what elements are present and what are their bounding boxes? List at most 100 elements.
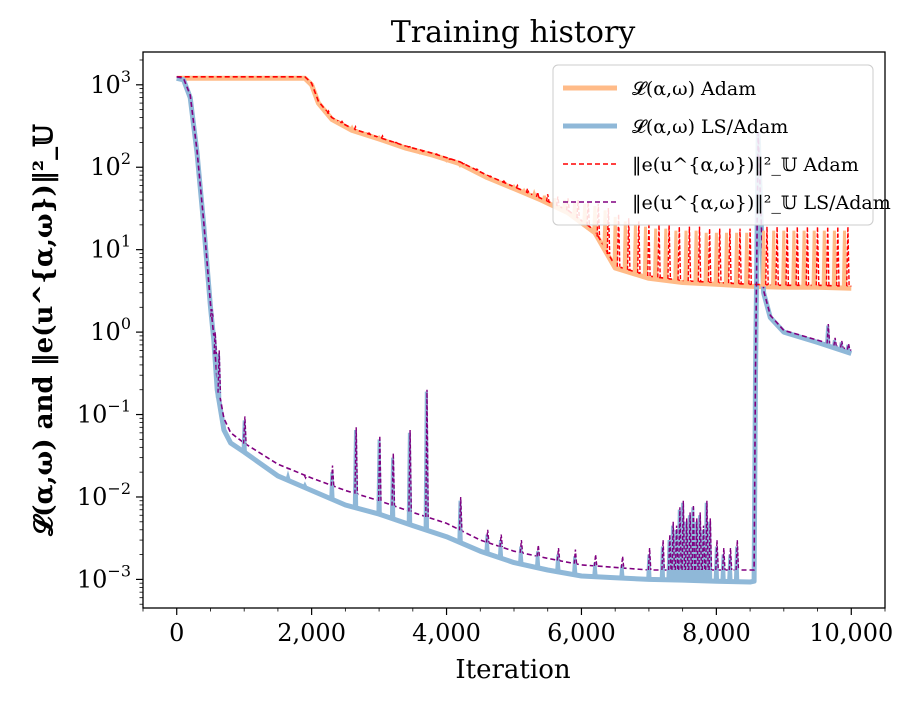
series-layer <box>176 75 853 585</box>
spike-0-40 <box>781 230 787 288</box>
spike-3-32 <box>698 512 703 571</box>
spike-3-36 <box>715 540 719 571</box>
spike-1-24 <box>616 214 621 267</box>
spike-1-28 <box>657 224 661 278</box>
spike-1-32 <box>697 226 702 282</box>
spike-3-34 <box>705 500 709 571</box>
spike-2-4 <box>285 470 291 481</box>
x-tick-label: 10,000 <box>809 619 893 647</box>
spike-3-21 <box>647 548 652 571</box>
spike-1-37 <box>748 228 752 285</box>
y-axis: 10−3 10−2 10−1 100 101 102 103 <box>77 59 143 605</box>
y-tick-label: 102 <box>90 149 131 181</box>
spike-0-34 <box>713 232 720 285</box>
spike-1-8 <box>434 153 438 156</box>
spike-0-1 <box>336 120 341 125</box>
y-tick-label: 100 <box>90 314 131 346</box>
spike-3-14 <box>499 534 504 548</box>
spike-3-10 <box>408 429 412 512</box>
spike-3-28 <box>684 518 689 571</box>
spike-3-22 <box>661 540 665 571</box>
spike-3-39 <box>735 540 740 571</box>
spike-0-14 <box>511 183 517 190</box>
spike-2-5 <box>302 481 308 489</box>
spike-3-11 <box>425 389 429 518</box>
spike-1-17 <box>545 194 550 202</box>
y-tick-label: 101 <box>90 232 131 264</box>
spike-3-6 <box>330 465 335 486</box>
spike-1-13 <box>502 179 506 183</box>
spike-1-12 <box>488 175 492 178</box>
spike-0-35 <box>723 232 730 285</box>
spike-1-38 <box>765 226 769 285</box>
spike-0-17 <box>541 195 548 202</box>
x-tick-label: 8,000 <box>682 619 751 647</box>
y-tick-label: 10−1 <box>77 397 131 429</box>
series-line-3 <box>176 76 852 571</box>
spike-0-2 <box>349 124 355 132</box>
spike-0-27 <box>642 226 649 278</box>
plot-area <box>176 75 853 585</box>
x-tick-label: 4,000 <box>412 619 481 647</box>
spike-3-43 <box>846 343 851 350</box>
spike-3-12 <box>458 496 463 531</box>
spike-1-2 <box>353 124 358 130</box>
spike-3-35 <box>708 518 713 571</box>
spike-1-46 <box>846 226 850 287</box>
spike-1-23 <box>606 207 611 255</box>
spike-3-9 <box>391 453 396 506</box>
spike-1-34 <box>717 228 722 283</box>
spike-3-1 <box>213 332 218 355</box>
spike-2-17 <box>555 554 561 572</box>
spike-0-16 <box>531 188 537 198</box>
spike-3-18 <box>573 549 578 564</box>
spike-1-45 <box>835 226 840 286</box>
spike-3-26 <box>678 507 682 571</box>
spike-3-0 <box>209 308 214 317</box>
spike-0-46 <box>841 230 848 289</box>
spike-0-9 <box>444 158 449 163</box>
spike-3-29 <box>688 512 692 571</box>
spike-0-30 <box>673 230 679 282</box>
x-tick-label: 0 <box>169 619 184 647</box>
spike-0-29 <box>663 228 669 281</box>
spike-3-30 <box>691 504 696 571</box>
x-tick-label: 6,000 <box>547 619 616 647</box>
spike-1-15 <box>525 186 530 193</box>
chart-title: Training history <box>391 15 636 50</box>
spike-3-41 <box>833 337 837 346</box>
spike-3-17 <box>556 548 561 561</box>
spike-3-27 <box>681 500 686 571</box>
y-tick-label: 10−2 <box>77 479 131 511</box>
spike-0-43 <box>811 230 817 288</box>
spike-0-45 <box>831 230 838 288</box>
spike-1-41 <box>795 226 800 286</box>
spike-0-31 <box>683 230 689 283</box>
spike-1-6 <box>407 145 411 148</box>
spike-0-41 <box>791 230 797 288</box>
spike-1-0 <box>326 109 331 114</box>
spike-1-11 <box>475 168 479 171</box>
spike-0-15 <box>521 187 527 194</box>
legend: 𝓛(α,ω) Adam 𝓛(α,ω) LS/Adam ‖e(u^{α,ω})‖²_𝕌… <box>552 64 891 226</box>
legend-label-1: 𝓛(α,ω) LS/Adam <box>632 116 788 138</box>
spike-1-5 <box>394 141 398 144</box>
spike-0-4 <box>376 134 382 140</box>
spike-0-25 <box>622 221 628 272</box>
spike-1-7 <box>421 150 425 153</box>
series-line-2 <box>176 76 852 287</box>
spike-0-44 <box>821 230 827 288</box>
spike-1-9 <box>448 158 452 161</box>
spike-3-7 <box>354 427 359 494</box>
legend-label-2: ‖e(u^{α,ω})‖²_𝕌 Adam <box>632 154 859 176</box>
spike-1-44 <box>825 226 830 286</box>
spike-3-2 <box>217 350 222 393</box>
legend-label-3: ‖e(u^{α,ω})‖²_𝕌 LS/Adam <box>632 192 891 214</box>
spike-3-24 <box>671 521 676 571</box>
spike-2-39 <box>733 546 740 582</box>
spike-1-31 <box>687 226 692 282</box>
spike-0-5 <box>390 142 395 147</box>
spike-1-43 <box>815 226 820 286</box>
spike-3-33 <box>701 525 706 571</box>
